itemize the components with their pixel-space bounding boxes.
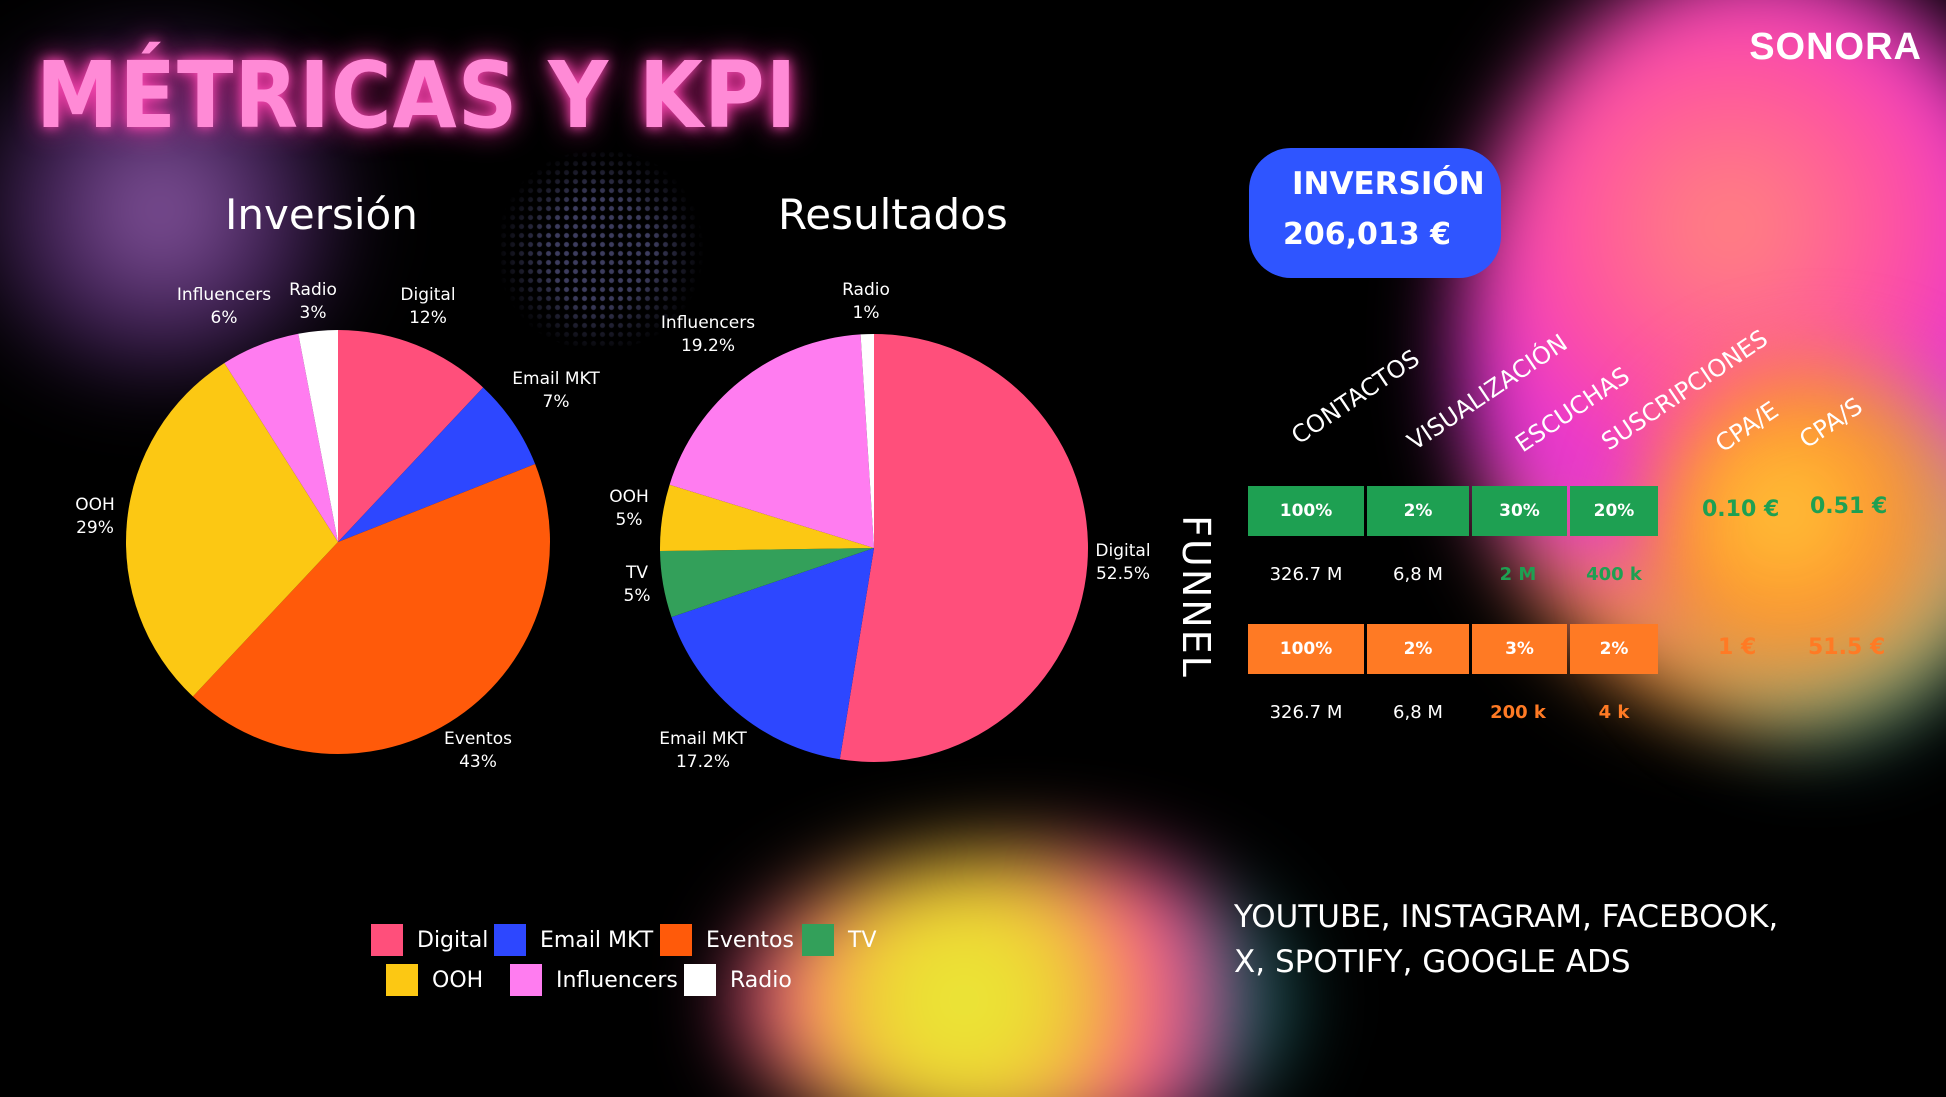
funnel-cell: 30% bbox=[1472, 486, 1567, 536]
legend-label: TV bbox=[848, 927, 877, 953]
pie-title-resultados: Resultados bbox=[778, 190, 1008, 239]
pie-label-value: 19.2% bbox=[681, 336, 735, 356]
pie-label-value: 3% bbox=[300, 303, 327, 323]
legend-swatch bbox=[494, 924, 526, 956]
pie-slice-radio bbox=[298, 330, 338, 542]
investment-value: 206,013 € bbox=[1283, 217, 1451, 252]
pie-label-value: 29% bbox=[76, 518, 114, 538]
pie-label-value: 52.5% bbox=[1096, 564, 1150, 584]
pie-slice-ooh bbox=[660, 484, 874, 552]
funnel-count: 2 M bbox=[1499, 564, 1537, 585]
pie-label-value: 1% bbox=[853, 303, 880, 323]
pie-slice-digital bbox=[839, 334, 1089, 762]
pie-slice-email-mkt bbox=[338, 387, 536, 542]
pie-label-value: 43% bbox=[459, 752, 497, 772]
cpa-s-value: 0.51 € bbox=[1810, 494, 1888, 519]
funnel-cell: 2% bbox=[1570, 624, 1658, 674]
funnel-cell: 2% bbox=[1367, 624, 1469, 674]
legend-swatch bbox=[802, 924, 834, 956]
pie-label-value: 12% bbox=[409, 308, 447, 328]
investment-label: INVERSIÓN bbox=[1292, 166, 1485, 202]
legend-item-influencers: Influencers bbox=[510, 964, 678, 996]
pie-label-value: 17.2% bbox=[676, 752, 730, 772]
funnel-cell: 20% bbox=[1570, 486, 1658, 536]
legend-label: Influencers bbox=[556, 967, 678, 993]
pie-slice-ooh bbox=[126, 363, 338, 697]
legend-swatch bbox=[684, 964, 716, 996]
pie-slice-radio bbox=[860, 334, 874, 548]
pie-title-inversion: Inversión bbox=[225, 190, 418, 239]
cpa-e-value: 0.10 € bbox=[1702, 497, 1780, 522]
pie-label-category: Radio bbox=[842, 280, 890, 300]
pie-label-category: OOH bbox=[609, 487, 649, 507]
funnel-count: 6,8 M bbox=[1393, 702, 1443, 723]
funnel-cell: 100% bbox=[1248, 486, 1364, 536]
legend-label: Digital bbox=[417, 927, 489, 953]
legend-swatch bbox=[386, 964, 418, 996]
pie-slice-digital bbox=[338, 330, 484, 542]
pie-label-value: 5% bbox=[616, 510, 643, 530]
legend-item-radio: Radio bbox=[684, 964, 792, 996]
pie-slice-influencers bbox=[669, 334, 874, 548]
pie-label-category: Email MKT bbox=[659, 729, 747, 749]
pie-slice-tv bbox=[660, 548, 874, 618]
channels-text: YOUTUBE, INSTAGRAM, FACEBOOK, X, SPOTIFY… bbox=[1234, 895, 1794, 985]
channels-line-2: X, SPOTIFY, GOOGLE ADS bbox=[1234, 944, 1631, 980]
pie-slice-email-mkt bbox=[671, 548, 874, 760]
pie-slice-eventos bbox=[192, 463, 550, 754]
pie-label-category: Influencers bbox=[661, 313, 755, 333]
pie-label-category: Digital bbox=[400, 285, 455, 305]
gradient-blob-bottom bbox=[740, 850, 1300, 1097]
pie-label-value: 5% bbox=[624, 586, 651, 606]
pie-slice-influencers bbox=[224, 333, 338, 542]
cpa-s-value: 51.5 € bbox=[1808, 635, 1886, 660]
funnel-count: 4 k bbox=[1598, 702, 1630, 723]
pie-label-category: Eventos bbox=[444, 729, 512, 749]
legend-label: OOH bbox=[432, 967, 484, 993]
pie-label-category: Influencers bbox=[177, 285, 271, 305]
funnel-cell: 100% bbox=[1248, 624, 1364, 674]
legend-swatch bbox=[510, 964, 542, 996]
funnel-count: 400 k bbox=[1586, 564, 1642, 585]
legend-swatch bbox=[371, 924, 403, 956]
legend-swatch bbox=[660, 924, 692, 956]
funnel-count: 326.7 M bbox=[1269, 564, 1343, 585]
pie-label-value: 7% bbox=[543, 392, 570, 412]
gradient-blob-right-2 bbox=[1640, 360, 1946, 740]
brand-logo: SONORA bbox=[1749, 26, 1922, 68]
funnel-text: FUNNEL bbox=[1174, 515, 1218, 679]
legend-label: Eventos bbox=[706, 927, 794, 953]
gradient-blob-left bbox=[0, 40, 380, 380]
funnel-label: FUNNEL bbox=[1168, 492, 1224, 702]
page-title: MÉTRICAS Y KPI bbox=[36, 42, 798, 149]
funnel-cell: 2% bbox=[1367, 486, 1469, 536]
funnel-count: 6,8 M bbox=[1393, 564, 1443, 585]
channels-line-1: YOUTUBE, INSTAGRAM, FACEBOOK, bbox=[1234, 899, 1779, 935]
pie-label-category: OOH bbox=[75, 495, 115, 515]
funnel-count: 326.7 M bbox=[1269, 702, 1343, 723]
legend-label: Email MKT bbox=[540, 927, 654, 953]
legend-label: Radio bbox=[730, 967, 792, 993]
dot-pattern bbox=[490, 150, 710, 350]
pie-label-category: Email MKT bbox=[512, 369, 600, 389]
pie-label-value: 6% bbox=[211, 308, 238, 328]
legend-item-email-mkt: Email MKT bbox=[494, 924, 653, 956]
funnel-cell: 3% bbox=[1472, 624, 1567, 674]
legend-item-digital: Digital bbox=[371, 924, 488, 956]
pie-label-category: Radio bbox=[289, 280, 337, 300]
pie-label-category: Digital bbox=[1095, 541, 1150, 561]
legend-item-eventos: Eventos bbox=[660, 924, 794, 956]
cpa-e-value: 1 € bbox=[1718, 635, 1757, 660]
investment-badge bbox=[1249, 148, 1501, 278]
pie-label-category: TV bbox=[625, 563, 648, 583]
legend-item-tv: TV bbox=[802, 924, 877, 956]
legend-item-ooh: OOH bbox=[386, 964, 483, 996]
funnel-count: 200 k bbox=[1490, 702, 1546, 723]
